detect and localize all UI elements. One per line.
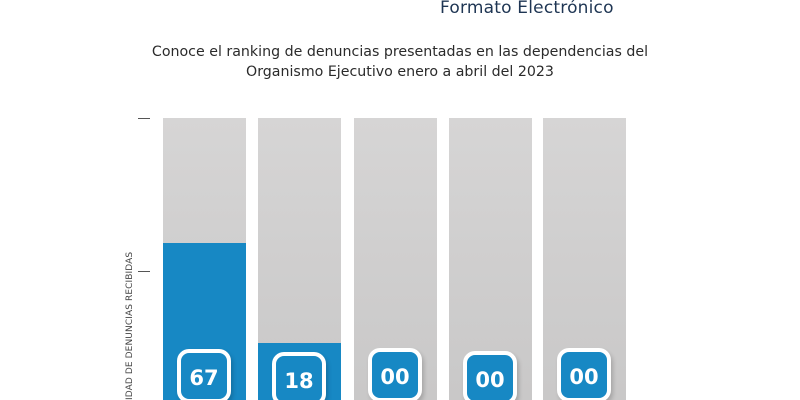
y-axis-label: IDAD DE DENUNCIAS RECIBIDAS: [125, 251, 135, 400]
y-axis-tick: [138, 118, 150, 119]
bar-3-value-badge: 00: [368, 348, 422, 400]
y-axis-tick: [138, 271, 150, 272]
bar-5-value-badge: 00: [557, 348, 611, 400]
chart-title: Conoce el ranking de denuncias presentad…: [100, 42, 700, 82]
bar-1-value-badge: 67: [177, 349, 231, 400]
bar-1: 67: [163, 118, 246, 400]
chart-title-line-1: Conoce el ranking de denuncias presentad…: [151, 44, 649, 60]
bar-3: 00: [354, 118, 437, 400]
bar-5: 00: [543, 118, 626, 400]
bar-4: 00: [449, 118, 532, 400]
chart-title-line-2: Organismo Ejecutivo enero a abril del 20…: [246, 64, 554, 80]
bar-2: 18: [258, 118, 341, 400]
bar-2-value-badge: 18: [272, 352, 326, 400]
bar-4-value-badge: 00: [463, 351, 517, 400]
header-title: Formato Electrónico: [440, 0, 614, 18]
